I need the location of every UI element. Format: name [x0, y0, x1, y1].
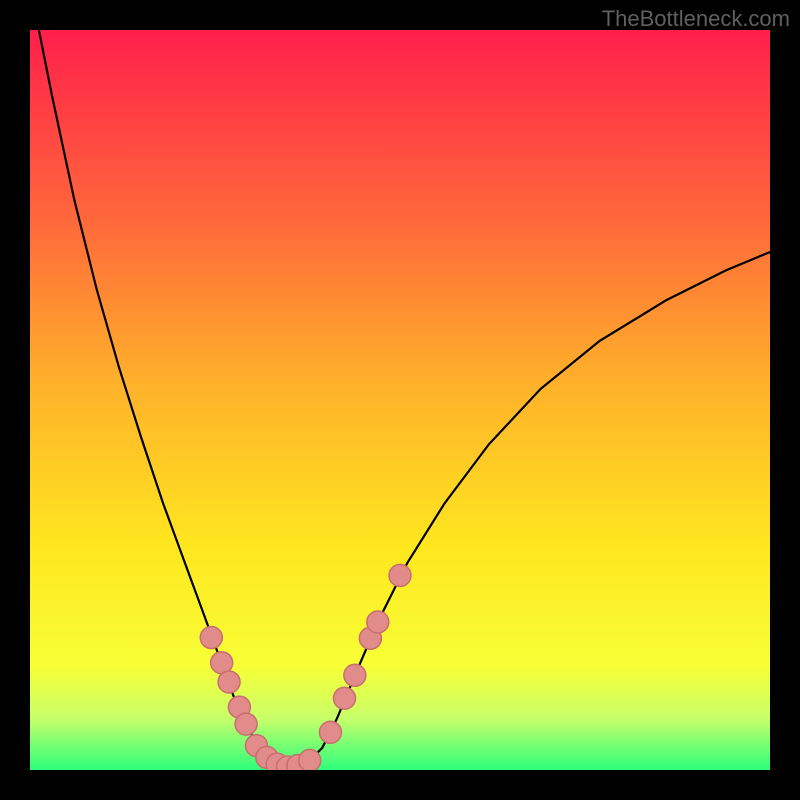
bottleneck-curve-line	[30, 30, 770, 768]
data-marker	[319, 721, 341, 743]
data-marker	[235, 713, 257, 735]
data-marker	[200, 627, 222, 649]
data-marker	[367, 611, 389, 633]
bottleneck-curve-svg	[30, 30, 770, 770]
data-marker	[389, 564, 411, 586]
data-marker	[299, 749, 321, 770]
data-marker	[344, 664, 366, 686]
data-marker	[334, 687, 356, 709]
watermark-text: TheBottleneck.com	[602, 6, 790, 32]
plot-area	[30, 30, 770, 770]
data-markers	[200, 564, 411, 770]
data-marker	[218, 671, 240, 693]
